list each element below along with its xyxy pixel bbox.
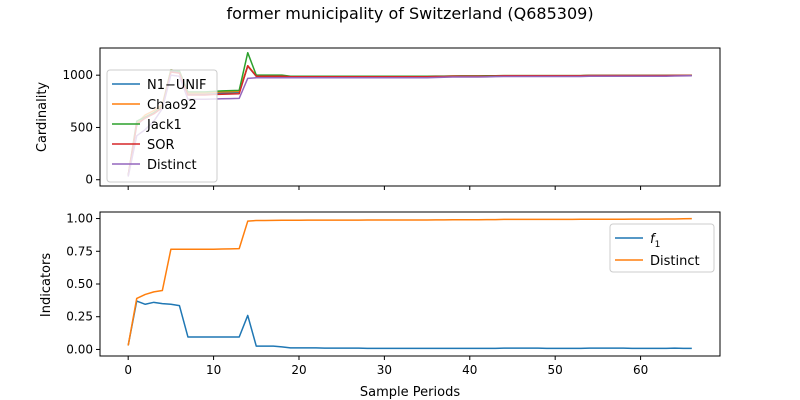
top-plot-frame [99,47,721,187]
bottom-x-tick-label: 40 [462,363,477,377]
bottom-series-line-f1 [127,300,692,350]
figure-title: former municipality of Switzerland (Q685… [226,4,593,23]
top-legend-box [106,69,218,183]
top-legend-label-sor: SOR [147,138,175,153]
bottom-y-tick-label: 0.50 [66,277,93,291]
bottom-series-lines [127,217,692,350]
bottom-y-tick-label: 0.00 [66,342,93,356]
top-y-tick-label: 0 [85,173,93,187]
top-y-tick-label: 500 [70,120,93,134]
top-series-lines [127,51,692,177]
top-legend-label-chao92: Chao92 [147,98,197,113]
top-axes: 0 500 1000 [62,68,642,190]
top-legend: N1−UNIF Chao92 Jack1 SOR Distinct [106,69,218,183]
bottom-x-tick-label: 0 [124,363,132,377]
bottom-y-tick-label: 0.25 [66,310,93,324]
bottom-y-tick-label: 1.00 [66,212,93,226]
bottom-panel: 0 10 20 30 40 50 60 0.00 0.25 0.50 0.75 1.00 Indica… [39,211,721,400]
bottom-legend-label-distinct: Distinct [650,254,700,269]
bottom-x-tick-label: 20 [291,363,306,377]
top-y-axis-label: Cardinality [35,82,50,153]
top-legend-label-jack1: Jack1 [146,118,182,133]
top-series-line-distinct [127,74,692,177]
bottom-x-tick-label: 60 [633,363,648,377]
bottom-x-tick-label: 10 [206,363,221,377]
bottom-x-axis-label: Sample Periods [360,385,460,400]
bottom-axes: 0 10 20 30 40 50 60 0.00 0.25 0.50 0.75 1.00 [66,212,648,377]
bottom-series-line-distinct [127,217,692,346]
bottom-y-axis-label: Indicators [39,253,54,317]
top-legend-label-distinct: Distinct [147,158,197,173]
bottom-x-tick-label: 30 [377,363,392,377]
top-y-tick-label: 1000 [62,68,93,82]
bottom-legend-label-f1: f1 [650,232,660,250]
bottom-y-tick-label: 0.75 [66,244,93,258]
bottom-x-tick-label: 50 [548,363,563,377]
top-panel: 0 500 1000 Cardinality N1−UNIF Chao92 Jack1 S… [35,47,721,190]
bottom-legend: f1 Distinct [609,223,715,273]
top-legend-label-n1-unif: N1−UNIF [147,78,206,93]
